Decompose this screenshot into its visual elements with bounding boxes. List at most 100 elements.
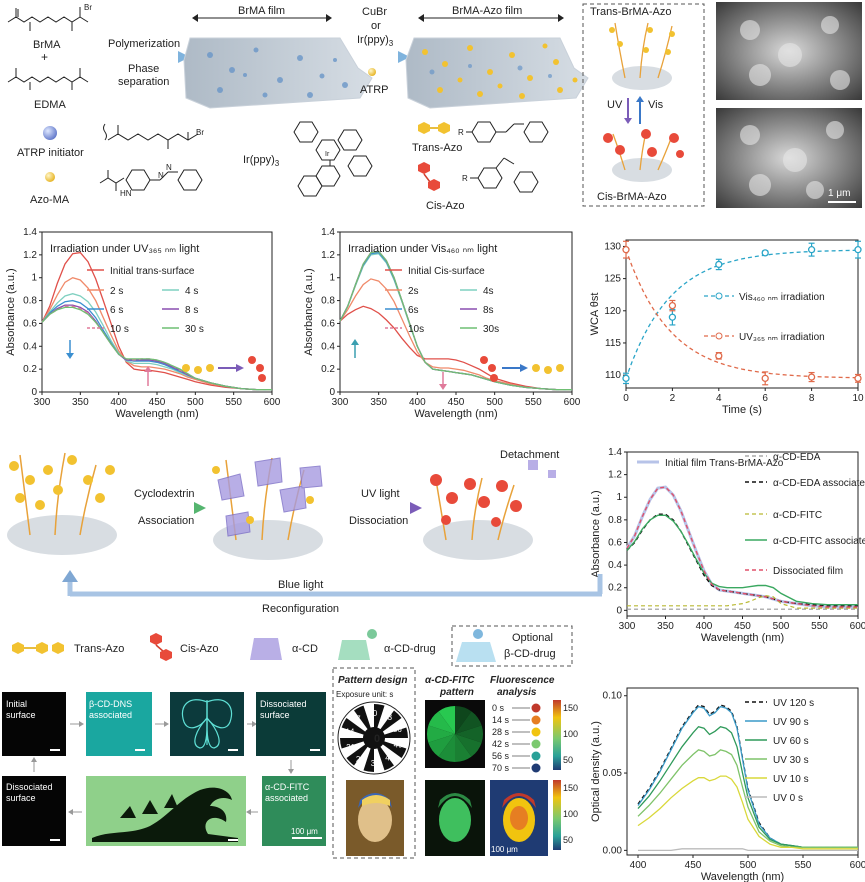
x-tick-label: 400 [409,397,426,408]
x-axis-label: Time (s) [722,404,762,416]
data-point [761,249,769,257]
uv-absorbance-chart: 300 350 400 450 500 550 600 0 0.2 0.4 0.6 0.8 1 1.2 1.… [5,227,281,420]
legend-label: UV 10 s [773,774,809,785]
brma-film-label: BrMA film [238,5,285,17]
legend-label: UV 0 s [773,793,803,804]
legend-label: 8s [483,305,494,316]
x-axis-label: Wavelength (nm) [701,632,784,644]
series-line [626,514,858,606]
blue-light-arrowhead [62,570,78,582]
fl-legend-dot [531,715,541,725]
legend-label: α-CD-FITC [773,510,822,521]
fl-legend-label: 14 s [492,715,510,725]
azo-ma-n1: N [158,171,164,180]
brma-label: BrMA [33,39,61,51]
y-tick-label: 130 [604,241,621,252]
data-point [761,374,769,382]
y-axis-label: Optical density (a.u.) [590,721,602,822]
data-point [807,373,816,381]
cbar-top-tick-150: 150 [563,703,578,713]
butterfly-icon [181,699,233,749]
series-line [339,250,572,391]
arrowhead-7 [246,809,251,815]
legend-marker [715,292,723,300]
x-tick-label: 500 [773,621,790,632]
y-tick-label: 1.4 [608,447,622,458]
brma-film: BrMA film [183,5,373,109]
legend-bcd-drug-icon [456,642,496,662]
wheel-sector [455,706,472,734]
y-tick-label: 0.4 [608,560,622,571]
fluorescence-painting-icon [502,793,536,842]
series-line [41,276,272,391]
irppy3-struct-label: Ir(ppy)3 [243,154,280,168]
x-tick-label: 350 [657,621,674,632]
y-tick-label: 0.4 [321,341,335,352]
uv-arrowhead [624,118,632,124]
series-line [41,299,272,391]
x-tick-label: 500 [740,860,757,871]
y-tick-label: 0.2 [23,364,37,375]
wheel-sector [455,734,472,762]
y-tick-label: 115 [605,338,621,349]
legend-acd-drug-dot [367,629,377,639]
y-tick-label: 0.8 [23,296,37,307]
fl-legend-dot [531,703,541,713]
y-tick-label: 110 [605,370,621,381]
azo-ma-sphere-icon [45,172,55,182]
uv-label: UV [607,99,623,111]
x-tick-label: 450 [734,621,751,632]
dial-label: 14 [345,728,354,737]
y-tick-label: 125 [604,274,621,285]
y-tick-label: 1.2 [608,470,622,481]
vis-down-arrowhead [439,384,447,390]
uv-chart-azo-icon [182,356,266,382]
legend-acd-label: α-CD [292,643,318,655]
x-tick-label: 400 [110,397,127,408]
x-tick-label: 300 [619,621,636,632]
ir-atom: Ir [325,151,330,158]
trans-surface-illustration [7,452,117,555]
x-tick-label: 550 [811,621,828,632]
dial-label: 63 [383,713,392,722]
legend-label: 10 s [110,324,129,335]
brma-azo-film-label: BrMA-Azo film [452,5,522,17]
series-line [637,705,858,848]
cis-azo-icon [418,162,440,191]
legend-cis-azo-label: Cis-Azo [180,643,219,655]
legend-label: UV 120 s [773,698,814,709]
y-tick-label: 1.2 [321,250,335,261]
data-point [854,374,862,382]
legend-label: α-CD-FITC associated film [773,536,865,547]
x-tick-label: 550 [795,860,812,871]
y-tick-label: 1.2 [23,250,37,261]
data-point [715,260,723,269]
edma-label: EDMA [34,99,66,111]
fl-legend-label: 42 s [492,739,510,749]
data-point [715,352,723,360]
dial-label: 21 [346,743,355,752]
x-tick-label: 450 [685,860,702,871]
legend-label: 30s [483,324,499,335]
cubr-label: CuBr [362,6,387,18]
pattern-design-title: Pattern design [338,675,407,686]
x-tick-label: 600 [264,397,281,408]
detachment-label: Detachment [500,449,559,461]
atrp-sphere-icon [368,68,376,76]
acd-fitc-pattern-title-2: pattern [439,687,474,698]
dissociation-arrowhead [410,502,422,514]
x-tick-label: 6 [762,393,768,404]
data-point [854,246,862,254]
brma-azo-film: BrMA-Azo film [405,5,589,109]
edma-structure [7,68,89,90]
legend-trans-azo-icon [12,642,64,654]
pattern-design-box [332,667,416,859]
phase-label-1: Phase [128,63,159,75]
x-tick-label: 550 [525,397,542,408]
series-line [339,305,572,391]
fl-legend-dot [531,739,541,749]
series-line [41,304,272,391]
arrowhead-5 [31,757,37,762]
dissociated-label-1: Dissociated [260,699,307,709]
